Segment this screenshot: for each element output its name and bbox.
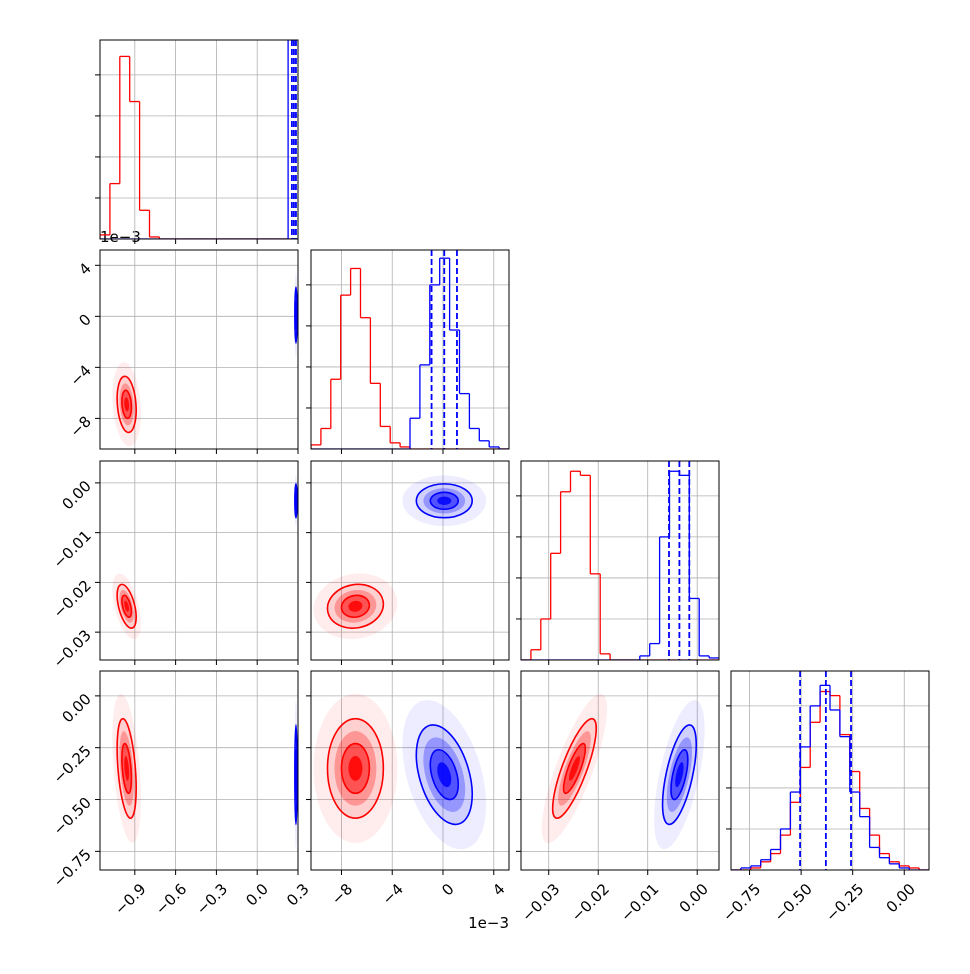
density-contour [124,397,130,412]
panel-frame [310,670,510,871]
panel-frame [520,460,720,661]
density-contour [124,755,130,781]
density-contour [348,755,363,781]
x-tick-label: −0.50 [771,880,816,925]
panel [311,671,509,870]
y-tick-label: 0.00 [58,477,94,513]
x-tick-label: −0.6 [152,880,190,918]
x-tick-label: 0.00 [676,880,712,916]
density-contour [569,755,580,781]
density-contour [437,496,452,506]
y-tick-label: −0.03 [50,626,95,671]
y-tick-label: −0.02 [50,576,95,621]
y-tick-label: −0.01 [50,527,95,572]
y-tick-label: −4 [66,361,94,389]
density-contour [295,308,297,323]
x-tick-label: −0.02 [568,880,613,925]
panel [731,671,929,870]
panel [521,671,719,870]
density-contour [348,600,363,612]
y-tick-label: 0.00 [58,690,94,726]
panel-frame [99,670,299,871]
x-tick-label: −0.75 [719,880,764,925]
x-tick-label: −8 [328,880,356,908]
y-tick-label: 0 [75,310,94,329]
panel [311,250,509,449]
x-tick-label: −0.01 [617,880,662,925]
x-tick-label: −0.9 [111,880,149,918]
panel-frame [99,39,299,240]
density-contour [437,762,452,788]
x-tick-label: 4 [489,880,508,899]
panel-frame [310,249,510,450]
x-tick-label: 0 [438,880,457,899]
y-tick-label: −0.75 [50,845,95,890]
panel-frame [520,670,720,871]
x-tick-label: −0.03 [518,880,563,925]
x-tick-label: −0.3 [193,880,231,918]
panel [100,461,298,660]
panel [311,461,509,660]
panel-frame [730,670,930,871]
x-tick-label: −0.25 [822,880,867,925]
x-tick-label: 0.3 [283,880,313,910]
y-tick-label: −0.25 [50,742,95,787]
density-contour [295,762,297,788]
panel [521,461,719,660]
x-tick-label: 0.00 [883,880,919,916]
density-contour [675,762,684,788]
panel-frame [99,249,299,450]
y-tick-label: 4 [75,259,94,278]
x-tick-label: 0.0 [242,880,272,910]
panel [100,671,298,870]
panel [100,250,298,449]
x-tick-label: −4 [379,880,407,908]
y-tick-label: −8 [66,412,94,440]
panel [100,40,298,239]
axis-offset: 1e−3 [468,914,509,932]
y-tick-label: −0.50 [50,794,95,839]
density-contour [295,496,297,506]
panel-frame [310,460,510,661]
panel-frame [99,460,299,661]
